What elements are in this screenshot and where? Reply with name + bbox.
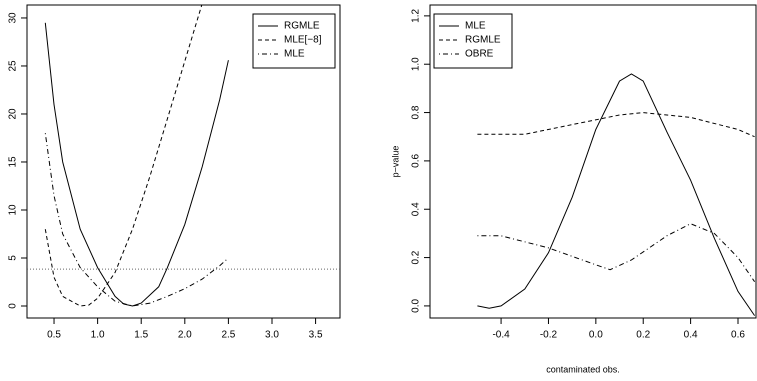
y-tick-label: 1.0 [411,57,422,71]
x-tick-label: 2.5 [221,330,235,341]
line-series [44,133,229,307]
legend-label: MLE[−8] [284,35,322,46]
y-tick-label: 1.2 [411,8,422,22]
line-series [477,223,756,282]
x-tick-label: 3.5 [309,330,323,341]
legend-label: RGMLE [465,35,501,46]
panel: 0.5 1.0 1.5 2.0 2.5 3.0 3.5 0 5 10 15 20 25 30 RGMLE ML… [8,4,341,341]
x-tick-label: 3.0 [265,330,279,341]
y-tick-label: 15 [8,156,19,168]
legend-label: MLE [465,21,486,32]
y-tick-label: 0.4 [411,202,422,216]
x-tick-label: -0.2 [540,330,558,341]
x-tick-label: -0.4 [492,330,510,341]
legend-box [433,13,513,69]
line-series [477,112,755,138]
y-tick-label: 0.2 [411,250,422,264]
x-tick-label: 0.2 [636,330,650,341]
x-tick-label: 1.5 [134,330,148,341]
legend-label: RGMLE [284,21,320,32]
y-axis-label: p−value [390,146,400,178]
y-tick-label: 0.6 [411,154,422,168]
plot-box [429,4,757,319]
x-tick-label: 2.0 [178,330,192,341]
y-tick-label: 0.8 [411,105,422,119]
legend-box [252,13,336,69]
legend-label: OBRE [465,49,494,60]
y-tick-label: 20 [8,108,19,120]
legend-label: MLE [284,49,305,60]
line-series [477,73,756,316]
x-axis-label: contaminated obs. [546,364,620,374]
y-tick-label: 0.0 [411,299,422,313]
x-tick-label: 0.5 [47,330,61,341]
x-tick-label: 0.0 [589,330,603,341]
line-series [44,5,203,307]
y-tick-label: 25 [8,60,19,72]
y-tick-label: 0 [8,303,19,309]
y-tick-label: 5 [8,255,19,261]
x-tick-label: 1.0 [91,330,105,341]
line-series [44,22,229,307]
panel: -0.4 -0.2 0.0 0.2 0.4 0.6 0.0 0.2 0.4 0.6 0.8 1.0 1.… [390,4,757,374]
y-tick-label: 10 [8,204,19,216]
x-tick-label: 0.4 [684,330,698,341]
y-tick-label: 30 [8,12,19,24]
x-tick-label: 0.6 [731,330,745,341]
